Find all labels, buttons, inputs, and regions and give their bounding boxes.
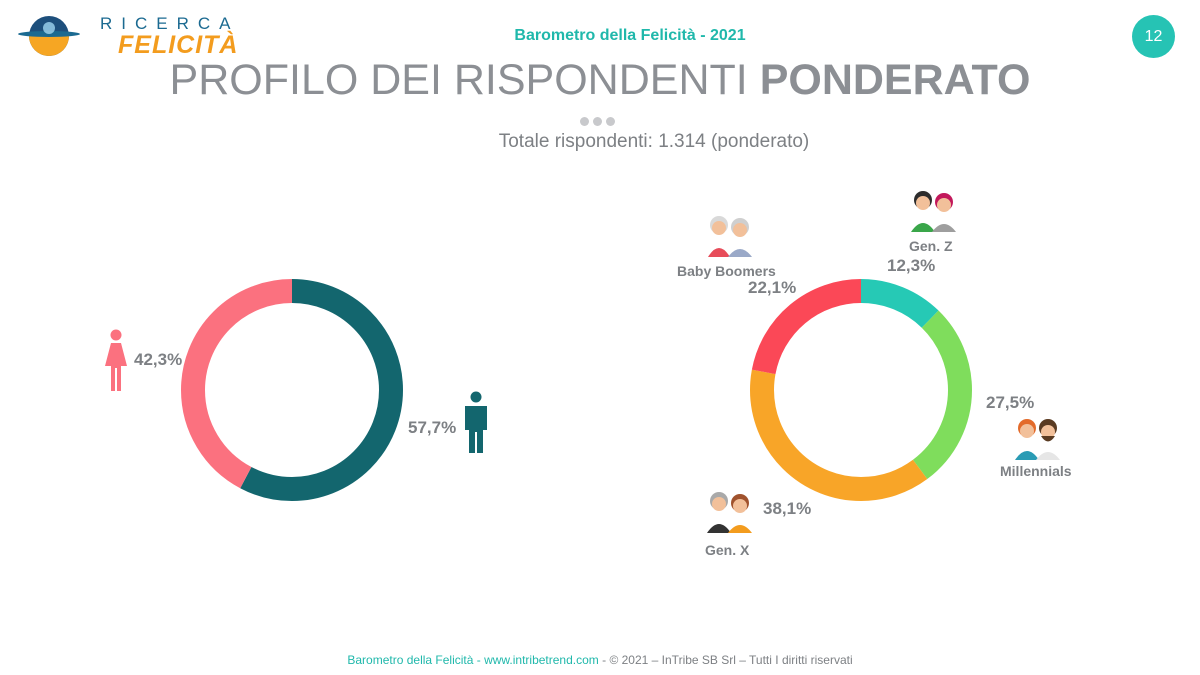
slide-title-light: PROFILO DEI RISPONDENTI — [169, 56, 760, 104]
gen-z-avatars-icon — [911, 191, 956, 232]
gen-x-pct-label: 38,1% — [763, 499, 812, 518]
baby-boomers-avatars-icon — [708, 216, 752, 257]
logo-text-ricerca: RICERCA — [100, 14, 240, 33]
baby-boomers-pct-label: 22,1% — [748, 278, 797, 297]
gen-x-avatars-icon — [707, 492, 752, 533]
baby-boomers-slice — [750, 279, 972, 501]
generations-donut — [750, 279, 972, 501]
footer-site: Barometro della Felicità - www.intribetr… — [347, 653, 599, 667]
gen-x-label: Gen. X — [705, 542, 750, 558]
millennials-pct-label: 27,5% — [986, 393, 1035, 412]
gen-z-pct-label: 12,3% — [887, 256, 936, 275]
footer: Barometro della Felicità - www.intribetr… — [0, 653, 1200, 667]
logo-globe-icon — [18, 16, 80, 56]
slide-subtitle: Totale rispondenti: 1.314 (ponderato) — [498, 131, 810, 152]
decorative-dots — [580, 113, 619, 131]
millennials-avatars-icon — [1015, 419, 1060, 460]
footer-copyright: - © 2021 – InTribe SB Srl – Tutti I diri… — [598, 653, 853, 667]
millennials-slice — [750, 279, 972, 501]
baby-boomers-label: Baby Boomers — [677, 263, 776, 279]
gen-z-label: Gen. Z — [909, 238, 953, 254]
page-number-badge: 12 — [1132, 15, 1175, 58]
female-pct-label: 42,3% — [134, 350, 183, 369]
slide-title: PROFILO DEI RISPONDENTI PONDERATO — [0, 56, 1200, 105]
female-slice — [181, 279, 403, 501]
slide-title-bold: PONDERATO — [759, 56, 1031, 104]
female-icon — [105, 329, 127, 391]
ricerca-felicita-logo: RICERCA FELICITÀ — [18, 12, 248, 60]
millennials-label: Millennials — [1000, 463, 1072, 479]
male-icon — [465, 391, 487, 453]
logo-text-felicita: FELICITÀ — [118, 31, 239, 59]
gen-x-slice — [750, 279, 972, 501]
gender-donut — [181, 279, 403, 501]
male-pct-label: 57,7% — [408, 418, 457, 437]
header-title: Barometro della Felicità - 2021 — [514, 27, 746, 44]
